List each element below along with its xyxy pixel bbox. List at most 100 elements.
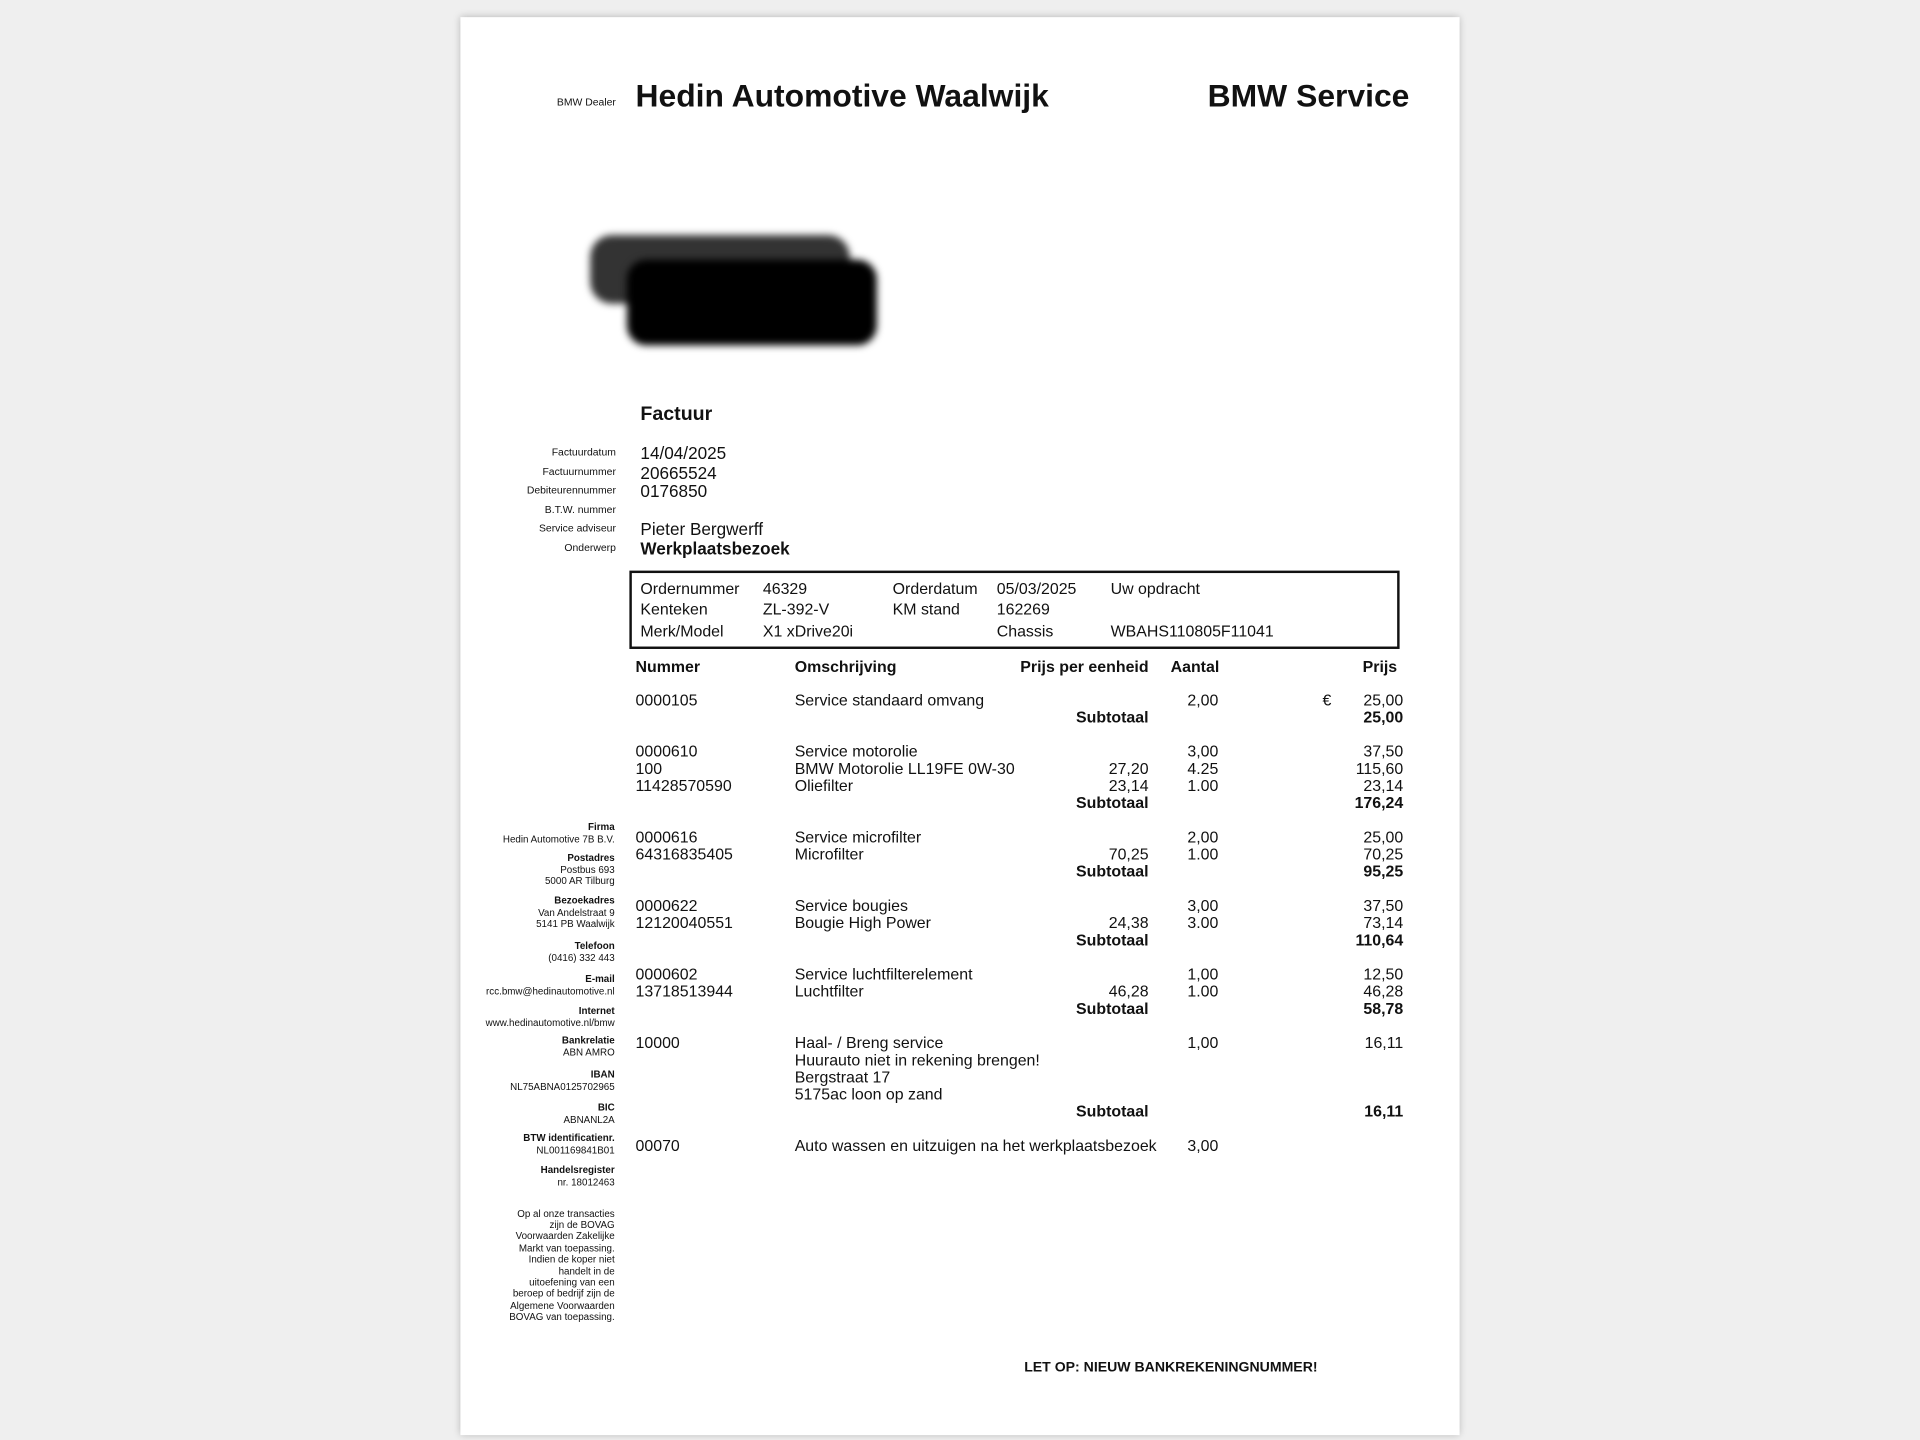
field-value: 20665524 bbox=[640, 463, 717, 483]
item-description: Service luchtfilterelement bbox=[794, 964, 973, 984]
item-number: 13718513944 bbox=[635, 981, 733, 1001]
item-description: BMW Motorolie LL19FE 0W-30 bbox=[794, 758, 1015, 778]
sidebar-label: Bankrelatie bbox=[561, 1034, 615, 1046]
item-description: Service bougies bbox=[794, 896, 908, 915]
item-description: Service standaard omvang bbox=[794, 690, 985, 709]
item-description: Haal- / Breng service bbox=[794, 1033, 944, 1052]
item-unit-price: 23,14 bbox=[1108, 776, 1149, 795]
sidebar-label: Postadres bbox=[567, 851, 615, 863]
terms-line: BOVAG van toepassing. bbox=[509, 1311, 615, 1323]
subtotal-value: 25,00 bbox=[1363, 707, 1404, 726]
column-header: Nummer bbox=[635, 657, 701, 676]
item-currency: € bbox=[1322, 690, 1332, 709]
sidebar-line: Hedin Automotive 7B B.V. bbox=[502, 833, 615, 845]
item-description: Service microfilter bbox=[794, 827, 922, 846]
item-number: 0000622 bbox=[635, 896, 698, 915]
order-cell: Merk/Model bbox=[640, 621, 724, 641]
item-quantity: 1,00 bbox=[1187, 964, 1219, 984]
item-unit-price: 70,25 bbox=[1108, 844, 1149, 864]
item-quantity: 3.00 bbox=[1187, 913, 1219, 932]
subtotal-label: Subtotaal bbox=[1076, 861, 1149, 881]
item-description: 5175ac loon op zand bbox=[794, 1084, 943, 1104]
terms-line: beroep of bedrijf zijn de bbox=[512, 1288, 615, 1300]
sidebar-line: ABNANL2A bbox=[563, 1113, 615, 1125]
order-cell: 46329 bbox=[762, 578, 808, 598]
sidebar-label: Firma bbox=[588, 821, 615, 833]
field-label: Service adviseur bbox=[538, 522, 616, 535]
item-quantity: 4.25 bbox=[1187, 758, 1219, 778]
subtotal-label: Subtotaal bbox=[1076, 930, 1149, 949]
column-header: Aantal bbox=[1170, 657, 1220, 676]
sidebar-line: nr. 18012463 bbox=[557, 1176, 615, 1188]
item-price: 25,00 bbox=[1363, 827, 1404, 846]
order-cell: Chassis bbox=[996, 621, 1054, 641]
item-price: 23,14 bbox=[1363, 776, 1404, 795]
subtotal-label: Subtotaal bbox=[1076, 707, 1149, 726]
sidebar-label: IBAN bbox=[590, 1068, 615, 1080]
terms-line: Voorwaarden Zakelijke bbox=[515, 1231, 615, 1243]
item-quantity: 2,00 bbox=[1187, 690, 1219, 709]
order-cell: Kenteken bbox=[640, 599, 708, 619]
subtotal-value: 58,78 bbox=[1363, 998, 1404, 1018]
item-quantity: 1,00 bbox=[1187, 1033, 1219, 1052]
field-label: Onderwerp bbox=[564, 541, 616, 554]
item-unit-price: 24,38 bbox=[1108, 913, 1149, 932]
footer-notice: LET OP: NIEUW BANKREKENINGNUMMER! bbox=[1024, 1360, 1318, 1375]
sidebar-label: Telefoon bbox=[574, 939, 615, 951]
sidebar-label: Bezoekadres bbox=[554, 894, 615, 906]
item-quantity: 3,00 bbox=[1187, 741, 1219, 761]
item-quantity: 1.00 bbox=[1187, 776, 1219, 795]
item-number: 10000 bbox=[635, 1033, 680, 1052]
item-number: 0000105 bbox=[635, 690, 698, 709]
sidebar-line: Van Andelstraat 9 bbox=[538, 906, 615, 918]
field-value: 14/04/2025 bbox=[640, 443, 727, 464]
item-quantity: 2,00 bbox=[1187, 827, 1219, 846]
item-unit-price: 46,28 bbox=[1108, 981, 1149, 1001]
terms-line: uitoefening van een bbox=[529, 1277, 615, 1289]
item-description: Bougie High Power bbox=[794, 913, 931, 932]
terms-line: Algemene Voorwaarden bbox=[510, 1300, 615, 1312]
subtotal-value: 95,25 bbox=[1363, 861, 1404, 881]
item-price: 115,60 bbox=[1355, 758, 1404, 778]
subtotal-label: Subtotaal bbox=[1076, 793, 1149, 812]
sidebar-line: ABN AMRO bbox=[562, 1046, 615, 1058]
item-number: 100 bbox=[635, 758, 663, 778]
item-price: 16,11 bbox=[1364, 1033, 1404, 1052]
item-number: 64316835405 bbox=[635, 844, 733, 864]
terms-line: Markt van toepassing. bbox=[518, 1242, 615, 1254]
subtotal-value: 176,24 bbox=[1354, 793, 1404, 812]
terms-line: Op al onze transacties bbox=[517, 1208, 615, 1220]
order-cell: Uw opdracht bbox=[1110, 578, 1200, 598]
subtotal-label: Subtotaal bbox=[1076, 1101, 1149, 1121]
sidebar-line: 5141 PB Waalwijk bbox=[536, 918, 615, 930]
field-label: Debiteurennummer bbox=[526, 484, 616, 497]
terms-line: zijn de BOVAG bbox=[549, 1219, 615, 1231]
sidebar-line: 5000 AR Tilburg bbox=[544, 875, 615, 887]
item-price: 73,14 bbox=[1363, 913, 1404, 932]
sidebar-line: NL001169841B01 bbox=[536, 1144, 615, 1156]
column-header: Omschrijving bbox=[794, 657, 897, 676]
subtotal-value: 110,64 bbox=[1355, 930, 1404, 949]
order-cell: WBAHS110805F11041 bbox=[1110, 621, 1274, 641]
sidebar-label: E-mail bbox=[585, 972, 615, 984]
order-box bbox=[629, 570, 1400, 649]
dealer-label: BMW Dealer bbox=[556, 95, 616, 109]
order-cell: KM stand bbox=[892, 599, 960, 619]
item-description: Oliefilter bbox=[794, 776, 854, 795]
item-number: 0000610 bbox=[635, 741, 698, 761]
column-header: Prijs per eenheid bbox=[1020, 657, 1149, 676]
item-description: Service motorolie bbox=[794, 741, 918, 761]
sidebar-label: Internet bbox=[578, 1004, 615, 1016]
field-value: Werkplaatsbezoek bbox=[640, 539, 790, 559]
field-value: 0176850 bbox=[640, 481, 708, 502]
field-label: Factuurnummer bbox=[542, 465, 616, 478]
item-price: 25,00 bbox=[1363, 690, 1404, 709]
terms-line: Indien de koper niet bbox=[528, 1254, 615, 1266]
item-price: 46,28 bbox=[1363, 981, 1404, 1001]
invoice-title: Factuur bbox=[640, 404, 713, 426]
sidebar-label: BIC bbox=[597, 1101, 615, 1113]
item-description: Huurauto niet in rekening brengen! bbox=[794, 1050, 1040, 1069]
column-header: Prijs bbox=[1362, 657, 1398, 676]
